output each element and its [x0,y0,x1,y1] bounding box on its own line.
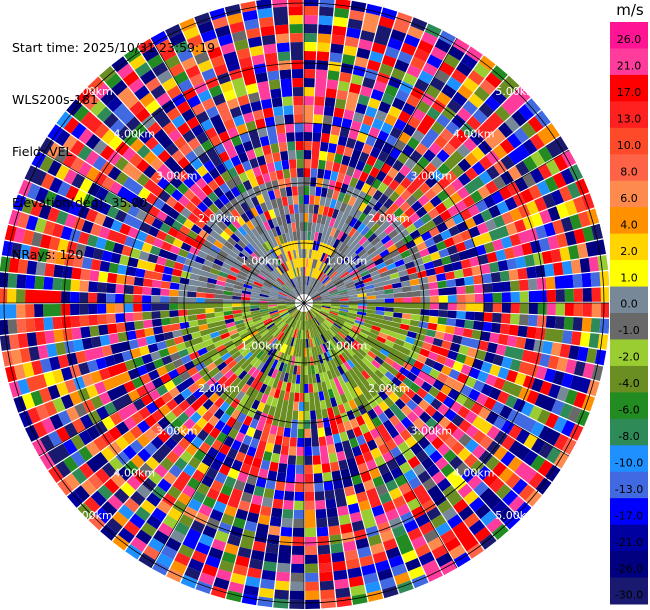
range-ring-label: 3.00km [411,170,453,183]
field-text: Field: VEL [12,143,73,159]
velocity-gates [0,7,595,605]
instrument-name: WLS200s-181 [12,92,98,107]
colorbar-tick-label: 10.0 [617,139,642,152]
start-time-text: Start time: 2025/10/31 23:59:19 [12,40,216,56]
colorbar-segment [610,313,648,340]
range-ring [3,2,605,604]
azimuth-line [38,149,305,304]
velocity-gates [26,0,609,608]
colorbar-segment [610,260,648,288]
range-ring [243,242,365,364]
range-ring-label: 4.00km [453,467,495,480]
colorbar-segment [610,339,648,367]
range-ring-label: 2.00km [368,382,410,395]
azimuth-line [303,302,570,457]
colorbar: m/s 26.0 21.0 17.0 13.0 10.0 8.0 6.0 4.0 2.0 1.0 0… [610,1,648,605]
colorbar-segment [610,577,648,605]
azimuth-line [150,37,305,304]
range-ring-label: 1.00km [326,255,368,268]
colorbar-segment [610,101,648,129]
range-ring-label: 4.00km [453,127,495,140]
colorbar-tick-label: 13.0 [617,113,642,126]
colorbar-tick-label: 1.0 [620,271,638,284]
colorbar-segment [610,471,648,499]
elevation-text: Elevation(deg): 35.00 [12,195,148,211]
range-rings [3,2,605,604]
azimuth-grid-lines [0,0,609,609]
colorbar-ticks: 26.0 21.0 17.0 13.0 10.0 8.0 6.0 4.0 2.0 1.0 0.0 -1… [615,33,643,602]
ppi-velocity-plot: 1.00km 1.00km 1.00km 1.00km 2.00km 2.00km 2.00… [0,0,609,609]
colorbar-tick-label: -8.0 [618,430,639,443]
colorbar-tick-label: -30.0 [615,589,643,602]
colorbar-title: m/s [616,1,644,19]
colorbar-tick-label: -4.0 [618,377,639,390]
plot-info: Start time: 2025/10/31 23:59:19 WLS200s-… [12,5,215,280]
velocity-gates [0,1,591,600]
range-ring-label: 2.00km [368,212,410,225]
colorbar-tick-label: -6.0 [618,404,639,417]
colorbar-segment [610,127,648,155]
range-ring-label: 3.00km [156,170,198,183]
nrays-text: NRays: 120 [12,246,84,262]
colorbar-tick-label: 6.0 [620,192,638,205]
colorbar-tick-label: -1.0 [618,324,639,337]
range-ring [183,182,425,424]
colorbar-tick-label: 17.0 [617,86,642,99]
range-ring-label: 1.00km [241,339,283,352]
colorbar-tick-label: -26.0 [615,562,643,575]
colorbar-segment [610,418,648,446]
colorbar-segment [610,48,648,76]
colorbar-segment [610,286,648,314]
colorbar-segment [610,207,648,235]
colorbar-segment [610,154,648,182]
colorbar-tick-label: -2.0 [618,351,639,364]
azimuth-line [303,149,570,304]
colorbar-segment [610,74,648,102]
range-ring [63,62,545,544]
colorbar-tick-label: 4.0 [620,218,638,231]
velocity-gates [35,69,570,591]
range-ring-label: 2.00km [198,382,240,395]
range-ring-label: 4.00km [114,467,156,480]
colorbar-tick-label: 21.0 [617,60,642,73]
colorbar-segment [610,392,648,420]
colorbar-segments [610,22,648,605]
velocity-gates [0,7,573,594]
range-ring-labels: 1.00km 1.00km 1.00km 1.00km 2.00km 2.00km 2.00… [71,85,537,522]
colorbar-tick-label: 8.0 [620,166,638,179]
range-ring-label: 5.00km [71,85,113,98]
colorbar-segment [610,365,648,393]
colorbar-tick-label: -17.0 [615,509,643,522]
colorbar-segment [610,524,648,552]
range-ring-label: 3.00km [411,424,453,437]
range-ring-label: 1.00km [326,339,368,352]
colorbar-segment [610,22,648,49]
colorbar-segment [610,233,648,261]
range-ring-label: 2.00km [198,212,240,225]
colorbar-segment [610,445,648,473]
range-ring-label: 5.00km [495,85,537,98]
colorbar-tick-label: -13.0 [615,483,643,496]
range-ring-label: 5.00km [71,509,113,522]
colorbar-tick-label: -21.0 [615,536,643,549]
colorbar-segment [610,551,648,579]
range-ring-label: 1.00km [241,255,283,268]
colorbar-tick-label: -10.0 [615,457,643,470]
range-ring-label: 4.00km [114,127,156,140]
range-ring [123,122,485,484]
colorbar-tick-label: 26.0 [617,33,642,46]
azimuth-line [38,302,305,457]
azimuth-line [303,302,458,569]
colorbar-tick-label: 2.0 [620,245,638,258]
azimuth-line [150,302,305,569]
azimuth-line [303,37,458,304]
range-ring-label: 3.00km [156,424,198,437]
colorbar-segment [610,180,648,208]
colorbar-tick-label: 0.0 [620,298,638,311]
range-ring-label: 5.00km [495,509,537,522]
colorbar-segment [610,498,648,526]
